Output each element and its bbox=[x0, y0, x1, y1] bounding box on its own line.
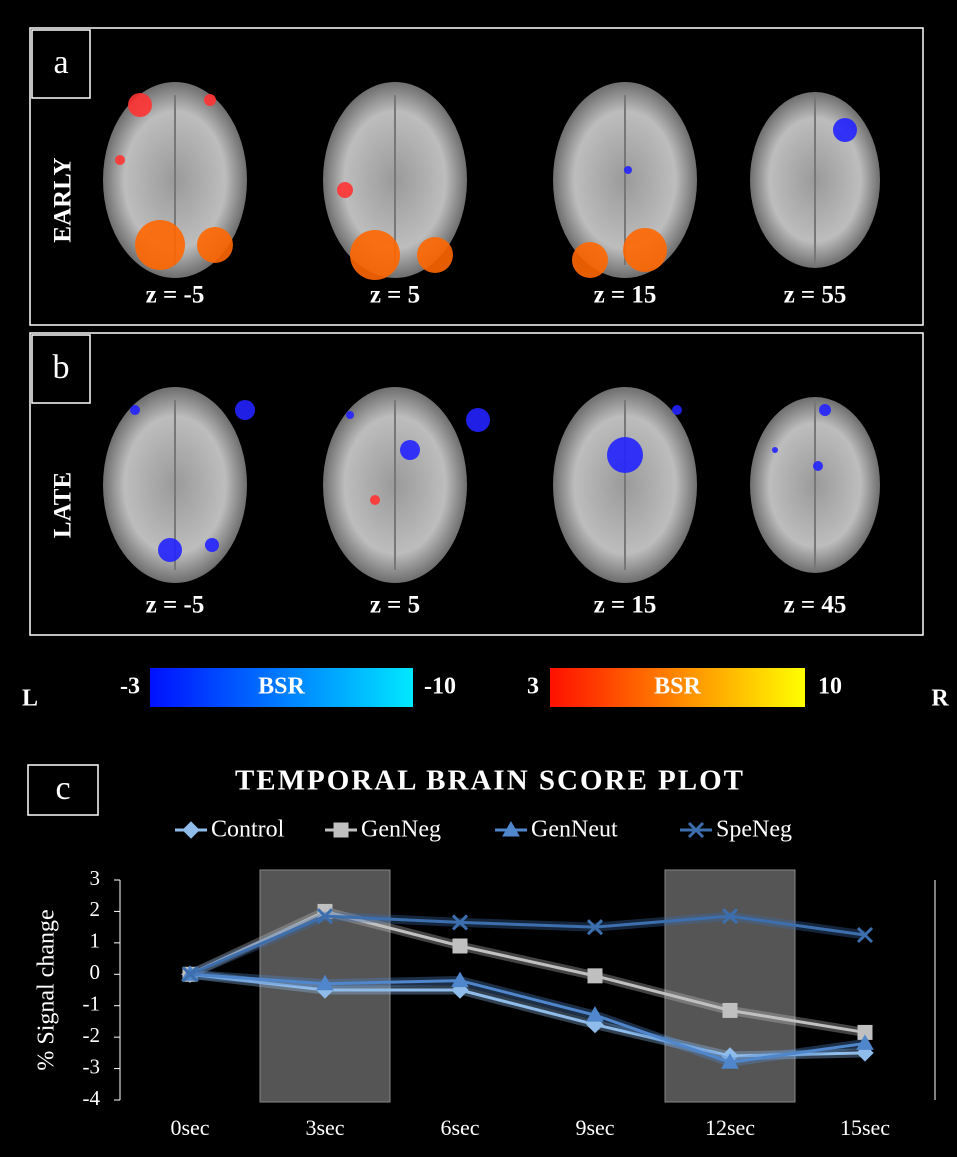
activation-blob bbox=[204, 94, 216, 106]
activation-blob bbox=[235, 400, 255, 420]
activation-blob bbox=[572, 242, 608, 278]
x-tick-label: 3sec bbox=[305, 1115, 344, 1140]
activation-blob bbox=[205, 538, 219, 552]
y-tick-label: 0 bbox=[90, 960, 101, 984]
x-tick-label: 12sec bbox=[705, 1115, 755, 1140]
right-label: R bbox=[931, 686, 949, 712]
slice-label: z = -5 bbox=[146, 592, 205, 619]
colorbar-high: -10 bbox=[424, 674, 456, 700]
x-tick-label: 15sec bbox=[840, 1115, 890, 1140]
activation-blob bbox=[346, 411, 354, 419]
panel-label: EARLY bbox=[50, 157, 77, 242]
y-tick-label: -3 bbox=[83, 1054, 101, 1078]
activation-blob bbox=[135, 220, 185, 270]
panel-letter: b bbox=[53, 349, 70, 386]
page: L R c TEMPORAL BRAIN SCORE PLOT % Signal… bbox=[0, 0, 957, 1157]
activation-blob bbox=[158, 538, 182, 562]
y-tick-label: -2 bbox=[83, 1023, 101, 1047]
y-tick-label: 1 bbox=[90, 929, 101, 953]
legend-label: GenNeg bbox=[361, 817, 441, 843]
activation-blob bbox=[607, 437, 643, 473]
marker bbox=[588, 969, 602, 983]
activation-blob bbox=[624, 166, 632, 174]
activation-blob bbox=[130, 405, 140, 415]
chart-title: TEMPORAL BRAIN SCORE PLOT bbox=[235, 765, 745, 797]
panel-letter: c bbox=[55, 770, 70, 807]
figure: L R c TEMPORAL BRAIN SCORE PLOT % Signal… bbox=[0, 0, 957, 1157]
left-label: L bbox=[22, 686, 38, 712]
x-tick-label: 0sec bbox=[170, 1115, 209, 1140]
activation-blob bbox=[672, 405, 682, 415]
legend-label: GenNeut bbox=[531, 817, 618, 843]
slice-label: z = 15 bbox=[594, 282, 657, 309]
slice-label: z = 5 bbox=[370, 282, 420, 309]
y-tick-label: 3 bbox=[90, 866, 101, 890]
marker bbox=[723, 1003, 737, 1017]
activation-blob bbox=[623, 228, 667, 272]
slice-label: z = 55 bbox=[784, 282, 847, 309]
activation-blob bbox=[128, 93, 152, 117]
marker bbox=[453, 939, 467, 953]
activation-blob bbox=[197, 227, 233, 263]
x-tick-label: 9sec bbox=[575, 1115, 614, 1140]
colorbar-low: 3 bbox=[527, 674, 539, 700]
activation-blob bbox=[819, 404, 831, 416]
activation-blob bbox=[833, 118, 857, 142]
slice-label: z = 5 bbox=[370, 592, 420, 619]
slice-label: z = -5 bbox=[146, 282, 205, 309]
panel-letter: a bbox=[53, 44, 68, 81]
colorbar-high: 10 bbox=[818, 674, 842, 700]
legend-marker bbox=[334, 823, 348, 837]
activation-blob bbox=[350, 230, 400, 280]
activation-blob bbox=[115, 155, 125, 165]
activation-blob bbox=[400, 440, 420, 460]
legend-label: Control bbox=[211, 817, 285, 843]
y-tick-label: -4 bbox=[83, 1086, 101, 1110]
activation-blob bbox=[417, 237, 453, 273]
activation-blob bbox=[370, 495, 380, 505]
x-tick-label: 6sec bbox=[440, 1115, 479, 1140]
activation-blob bbox=[466, 408, 490, 432]
legend-label: SpeNeg bbox=[716, 817, 792, 843]
slice-label: z = 45 bbox=[784, 592, 847, 619]
activation-blob bbox=[813, 461, 823, 471]
colorbar-name: BSR bbox=[654, 674, 701, 700]
y-tick-label: -1 bbox=[83, 992, 101, 1016]
colorbar-low: -3 bbox=[120, 674, 140, 700]
y-axis-label: % Signal change bbox=[34, 909, 60, 1070]
panel-label: LATE bbox=[50, 472, 77, 538]
y-tick-label: 2 bbox=[90, 897, 101, 921]
slice-label: z = 15 bbox=[594, 592, 657, 619]
activation-blob bbox=[772, 447, 778, 453]
legend-marker bbox=[183, 822, 199, 838]
activation-blob bbox=[337, 182, 353, 198]
colorbar-name: BSR bbox=[258, 674, 305, 700]
